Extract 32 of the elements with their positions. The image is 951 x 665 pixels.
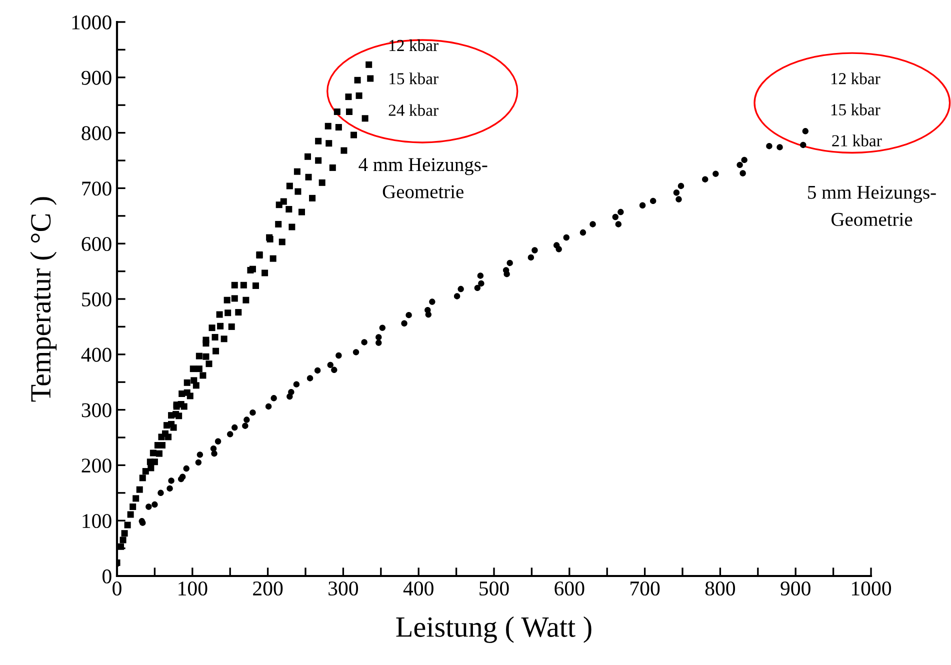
annotation: 24 kbar <box>388 104 438 116</box>
annotation: 4 mm Heizungs- Geometrie <box>358 158 488 198</box>
annotation: 5 mm Heizungs- Geometrie <box>808 186 936 226</box>
y-axis-title: Temperatur ( °C ) <box>30 197 57 402</box>
annotation: 15 kbar <box>831 104 880 116</box>
y-tick-label: 1000 <box>72 15 112 30</box>
x-tick-label: 0 <box>112 581 122 596</box>
x-tick-label: 100 <box>178 581 208 596</box>
x-tick-label: 300 <box>328 581 358 596</box>
annotation: 15 kbar <box>390 72 438 84</box>
x-tick-label: 500 <box>480 581 509 596</box>
x-tick-label: 200 <box>253 581 283 596</box>
y-tick-label: 800 <box>82 126 112 140</box>
x-tick-label: 700 <box>630 581 660 596</box>
x-tick-label: 600 <box>554 581 584 596</box>
annotation: 21 kbar <box>832 134 882 146</box>
y-tick-label: 300 <box>82 403 112 418</box>
y-tick-label: 400 <box>81 348 112 362</box>
y-tick-label: 600 <box>82 236 112 252</box>
x-tick-label: 800 <box>705 581 736 596</box>
y-tick-label: 500 <box>82 292 112 306</box>
x-tick-label: 1000 <box>852 581 892 596</box>
x-axis-title: Leistung ( Watt ) <box>396 616 592 643</box>
y-tick-label: 900 <box>82 70 112 85</box>
annotation: 12 kbar <box>390 39 438 52</box>
y-tick-label: 200 <box>82 458 112 473</box>
y-tick-label: 100 <box>82 514 112 528</box>
y-tick-label: 0 <box>102 569 112 584</box>
annotation: 12 kbar <box>831 72 880 84</box>
y-tick-label: 700 <box>82 182 112 196</box>
x-tick-label: 400 <box>403 581 434 596</box>
x-tick-label: 900 <box>780 581 810 596</box>
